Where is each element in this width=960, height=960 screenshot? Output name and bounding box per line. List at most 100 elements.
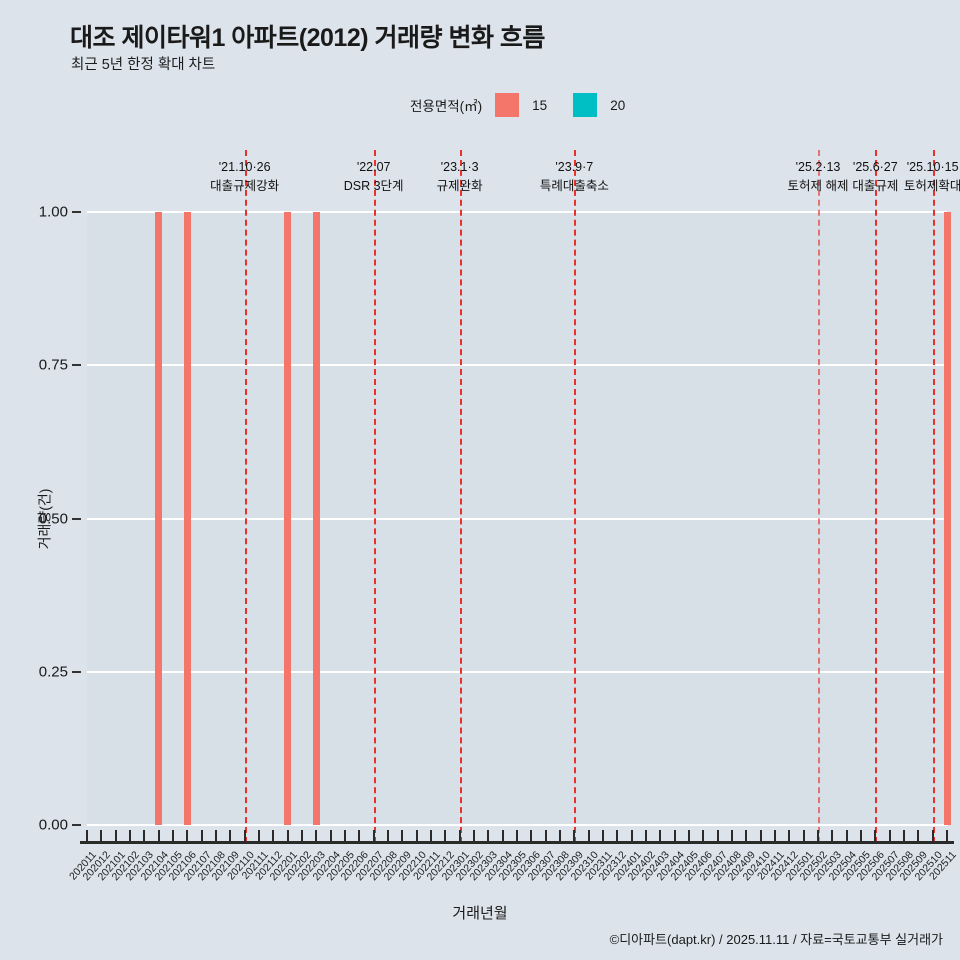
event-line <box>244 150 247 843</box>
x-tick-mark <box>788 830 791 841</box>
x-tick-mark <box>143 830 146 841</box>
x-tick-mark <box>401 830 404 841</box>
x-tick-mark <box>745 830 748 841</box>
x-tick-mark <box>215 830 217 841</box>
event-name: 토허제확대 <box>903 179 960 193</box>
x-tick-mark <box>329 830 332 841</box>
event-name: 대출규제 <box>852 179 899 193</box>
x-tick-mark <box>387 830 389 841</box>
x-tick-mark <box>731 830 733 841</box>
event-name: 규제완화 <box>436 179 483 193</box>
gridline <box>87 517 947 520</box>
event-date: '23.1·3 <box>440 160 479 174</box>
footer-credit: ©디아파트(dapt.kr) / 2025.11.11 / 자료=국토교통부 실… <box>609 932 943 947</box>
event-date: '22.07 <box>356 160 391 174</box>
x-tick-mark <box>759 830 762 841</box>
x-tick-mark <box>659 830 662 841</box>
event-date: '25.10·15 <box>906 160 959 174</box>
x-tick-mark <box>530 830 533 841</box>
event-line <box>875 150 878 843</box>
x-tick-mark <box>358 830 361 841</box>
x-tick-mark <box>157 830 160 841</box>
x-tick-mark <box>917 830 920 841</box>
legend-title: 전용면적(㎡) <box>410 99 483 114</box>
legend-swatch-20 <box>573 93 598 117</box>
event-date: '23.9·7 <box>555 160 594 174</box>
event-name: 특례대출축소 <box>539 179 609 193</box>
event-line <box>932 150 935 843</box>
x-tick-mark <box>344 830 346 841</box>
chart-subtitle: 최근 5년 한정 확대 차트 <box>71 57 216 73</box>
x-tick-mark <box>645 830 647 841</box>
event-date: '25.2·13 <box>795 160 841 174</box>
x-tick-mark <box>415 830 418 841</box>
event-name: DSR 3단계 <box>343 179 404 193</box>
x-tick-mark <box>286 830 289 841</box>
x-tick-mark <box>258 830 260 841</box>
event-annotation: '23.1·3 규제완화 <box>437 158 483 196</box>
y-tick-mark <box>72 364 81 367</box>
chart-title: 대조 제이타워1 아파트(2012) 거래량 변화 흐름 <box>70 24 545 52</box>
event-line <box>459 150 462 843</box>
plot-area <box>87 150 951 843</box>
event-annotation: '23.9·7 특례대출축소 <box>540 158 609 196</box>
x-tick-mark <box>487 830 490 841</box>
x-tick-mark <box>229 830 232 841</box>
x-tick-mark <box>473 830 475 841</box>
bar <box>312 212 320 825</box>
x-tick-mark <box>458 830 461 841</box>
y-tick-mark <box>72 670 81 673</box>
y-tick-label: 0.25 <box>38 663 68 681</box>
x-tick-mark <box>903 830 905 841</box>
x-tick-mark <box>802 830 805 841</box>
x-tick-mark <box>186 830 189 841</box>
x-tick-mark <box>845 830 848 841</box>
x-tick-mark <box>831 830 834 841</box>
y-tick-label: 0.00 <box>38 816 68 834</box>
x-tick-mark <box>688 830 690 841</box>
event-annotation: '25.6·27 대출규제 <box>852 158 898 196</box>
x-tick-mark <box>544 830 547 841</box>
x-tick-mark <box>602 830 604 841</box>
event-line <box>818 150 820 843</box>
x-axis-line <box>80 841 954 844</box>
x-tick-mark <box>946 830 948 841</box>
event-date: '21.10·26 <box>218 160 271 174</box>
event-name: 토허제 해제 <box>787 179 849 193</box>
x-tick-mark <box>673 830 676 841</box>
x-tick-mark <box>888 830 891 841</box>
event-line <box>373 150 376 843</box>
x-tick-mark <box>430 830 432 841</box>
event-annotation: '22.07 DSR 3단계 <box>344 158 404 196</box>
event-date: '25.6·27 <box>852 160 898 174</box>
x-tick-mark <box>616 830 619 841</box>
bar <box>155 212 163 825</box>
x-tick-mark <box>559 830 561 841</box>
event-annotation: '25.2·13 토허제 해제 <box>788 158 849 196</box>
x-tick-mark <box>301 830 303 841</box>
y-tick-label: 0.75 <box>38 356 68 374</box>
x-tick-mark <box>501 830 504 841</box>
gridline <box>87 364 947 367</box>
y-tick-mark <box>72 211 81 213</box>
x-tick-mark <box>874 830 877 841</box>
legend-swatch-15 <box>495 93 520 117</box>
y-tick-label: 1.00 <box>38 203 68 221</box>
event-line <box>574 150 577 843</box>
x-tick-mark <box>444 830 447 841</box>
x-tick-mark <box>129 830 131 841</box>
bar <box>943 212 951 825</box>
y-tick-mark <box>72 517 81 520</box>
x-tick-mark <box>86 830 88 841</box>
x-tick-mark <box>516 830 518 841</box>
x-axis-title: 거래년월 <box>452 905 508 922</box>
legend-label-20: 20 <box>610 97 626 113</box>
y-tick-label: 0.50 <box>38 510 68 527</box>
event-name: 대출규제강화 <box>210 179 280 193</box>
event-annotation: '21.10·26 대출규제강화 <box>210 158 279 196</box>
chart-legend: 전용면적(㎡) 15 20 <box>410 93 651 117</box>
bar <box>183 212 191 825</box>
x-tick-mark <box>630 830 633 841</box>
x-tick-mark <box>931 830 934 841</box>
